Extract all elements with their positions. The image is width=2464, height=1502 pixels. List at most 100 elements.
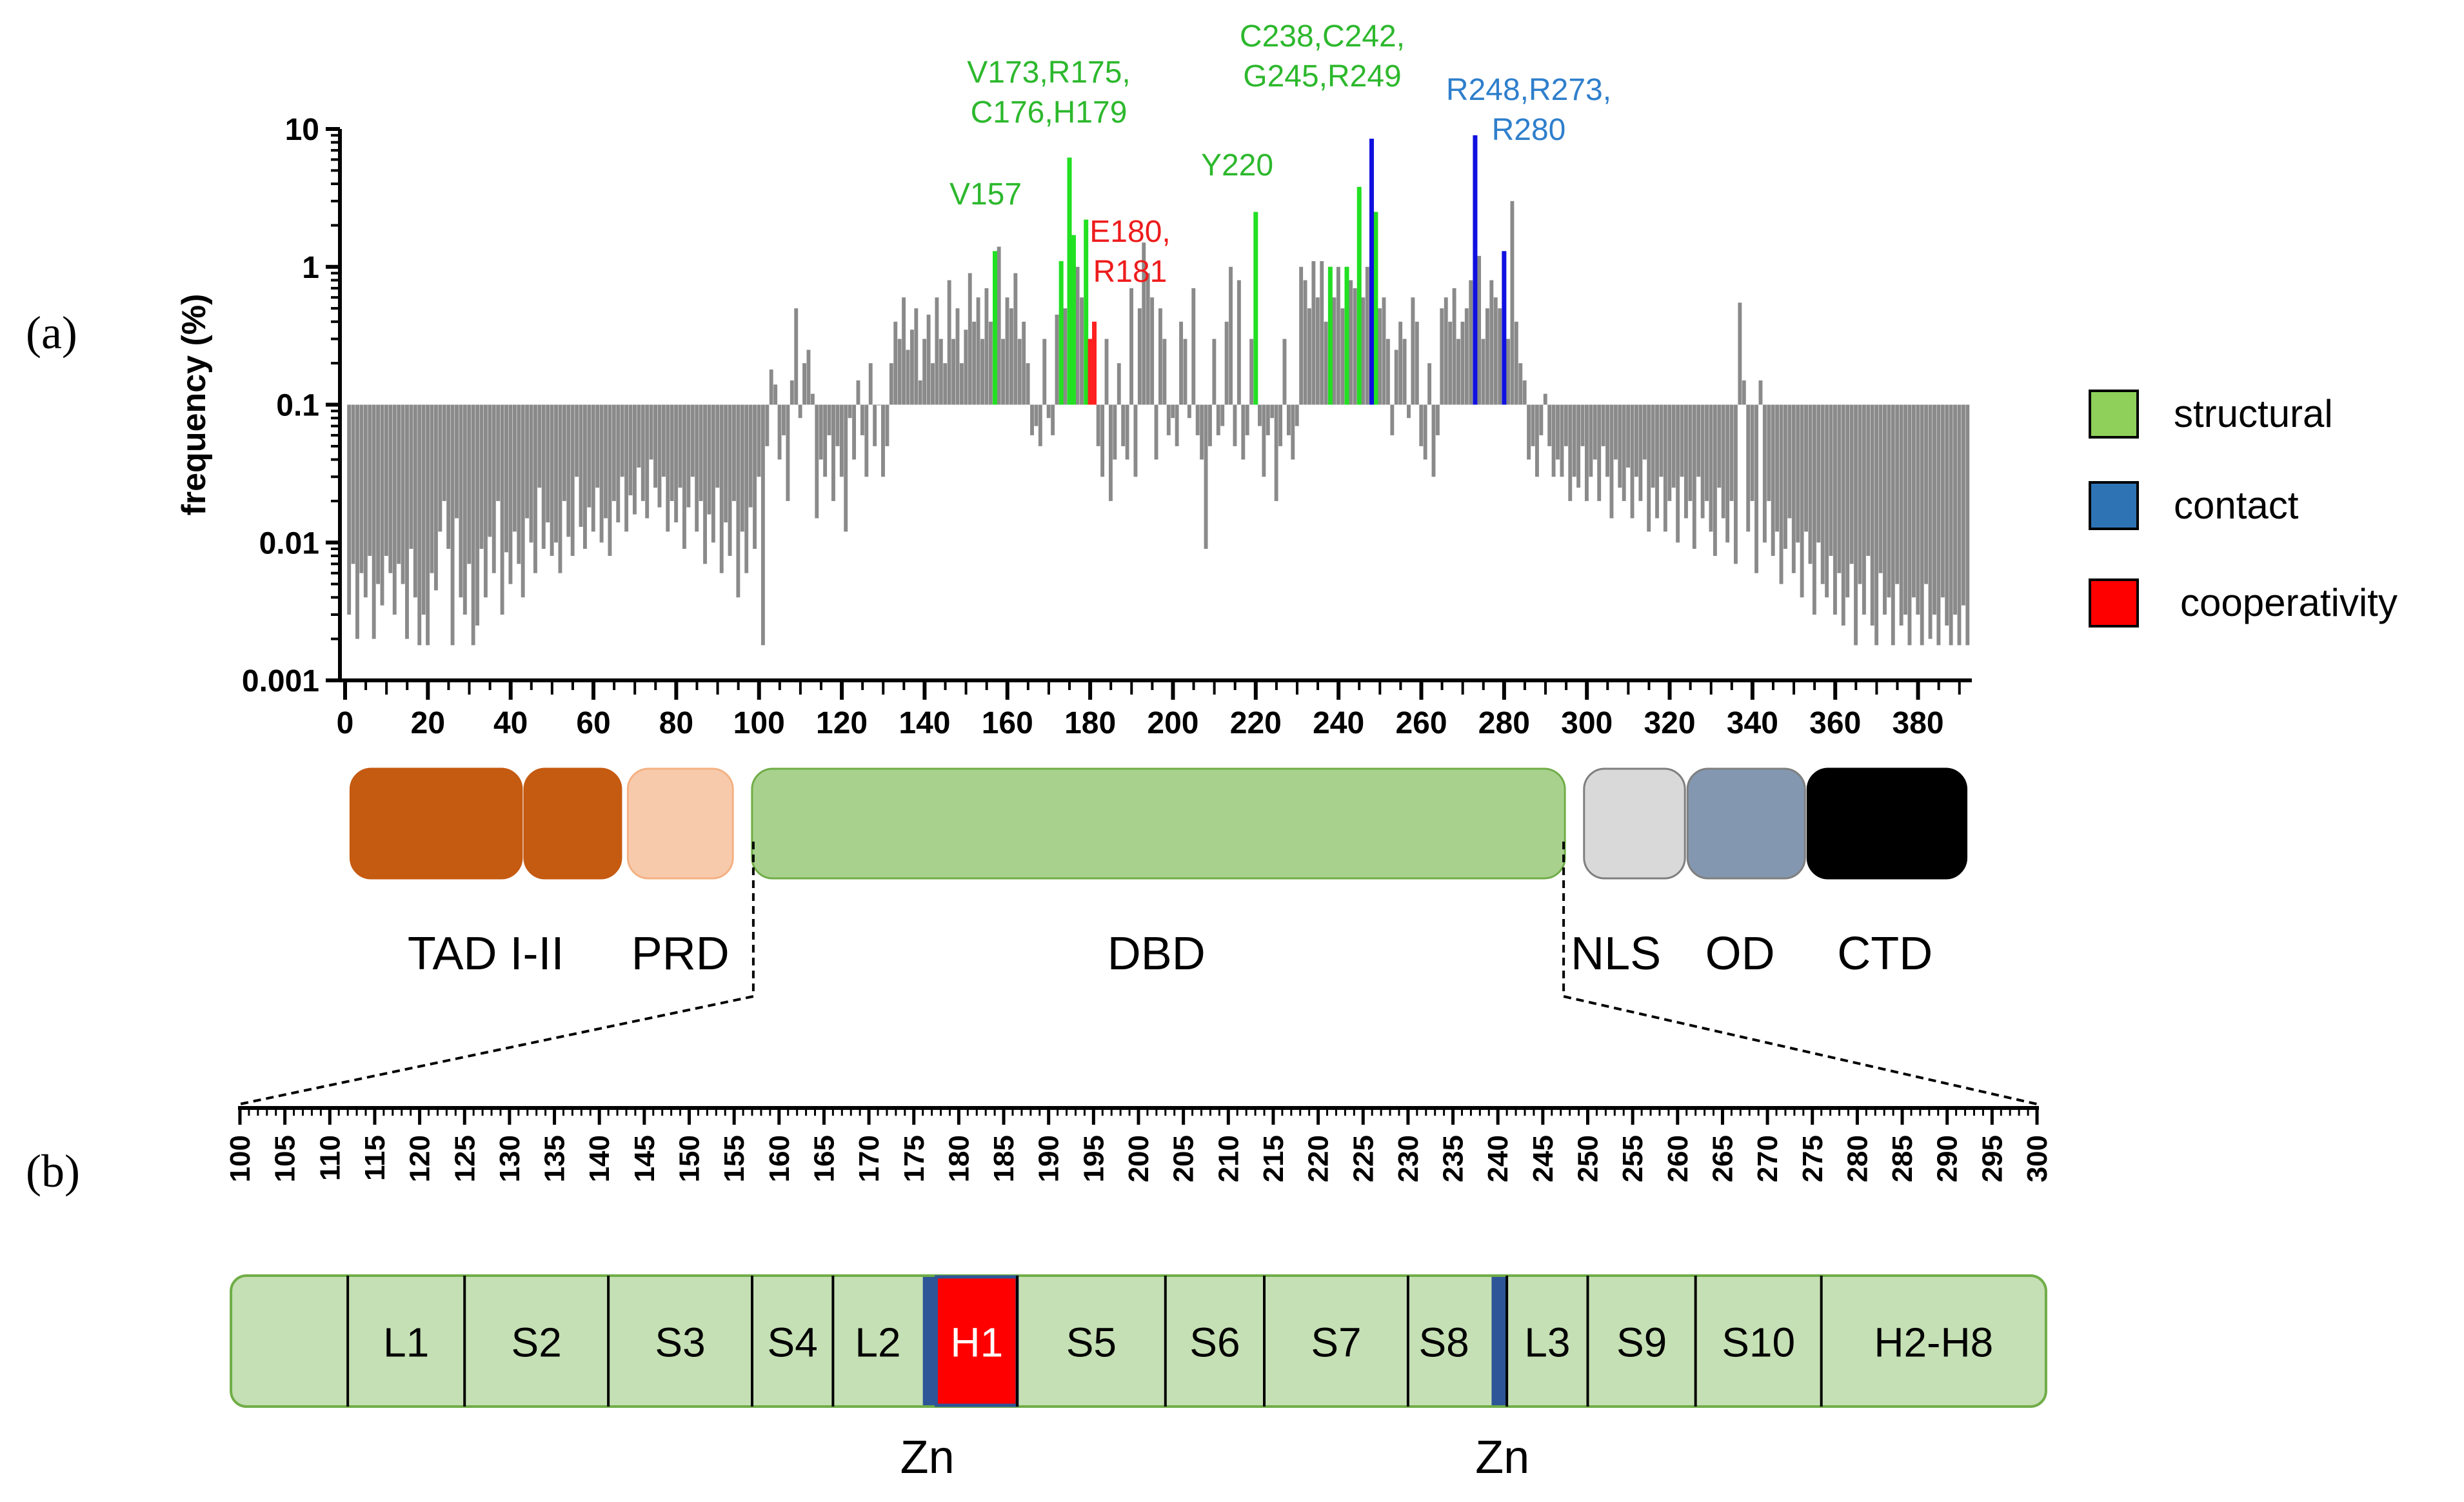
bar-47 xyxy=(537,404,542,488)
x-tick-label: 380 xyxy=(1893,706,1944,740)
bar-232 xyxy=(1303,280,1307,405)
bar-143 xyxy=(935,297,939,405)
bar-116 xyxy=(823,404,828,477)
bar-259 xyxy=(1415,321,1419,405)
bar-83 xyxy=(686,404,691,508)
bar-48 xyxy=(541,404,546,549)
bar-187 xyxy=(1117,363,1121,405)
bar-68 xyxy=(624,404,629,532)
bar-174 xyxy=(1063,308,1068,405)
bar-56 xyxy=(575,404,579,477)
dbd-axis-label: 115 xyxy=(359,1135,391,1181)
bar-46 xyxy=(533,404,537,573)
bar-183 xyxy=(1100,404,1105,477)
bar-140 xyxy=(922,339,927,405)
bar-71 xyxy=(637,404,641,468)
dbd-axis-label: 145 xyxy=(629,1135,661,1182)
bar-250 xyxy=(1378,308,1382,405)
highlight-bar-179 xyxy=(1084,219,1089,405)
bar-345 xyxy=(1771,404,1775,556)
bar-347 xyxy=(1779,404,1783,584)
bar-364 xyxy=(1849,404,1854,564)
bar-82 xyxy=(682,404,686,549)
bar-22 xyxy=(433,404,438,591)
bar-29 xyxy=(462,404,467,615)
bar-146 xyxy=(947,280,951,405)
legend-label-cooperativity: cooperativity xyxy=(2180,581,2398,624)
bar-13 xyxy=(397,404,401,564)
bar-209 xyxy=(1208,404,1212,446)
bar-45 xyxy=(529,404,533,543)
bar-99 xyxy=(753,404,757,549)
annotation-label: C238,C242, xyxy=(1240,19,1405,54)
bar-136 xyxy=(906,350,910,405)
highlight-bar-273 xyxy=(1473,135,1478,405)
bar-11 xyxy=(388,404,393,573)
bar-3 xyxy=(355,404,359,639)
bar-7 xyxy=(372,404,376,639)
segment-label-s9: S9 xyxy=(1616,1319,1667,1366)
x-tick-label: 300 xyxy=(1561,706,1613,740)
bar-210 xyxy=(1212,339,1217,405)
dbd-axis-label: 270 xyxy=(1752,1135,1783,1182)
bar-193 xyxy=(1142,242,1146,405)
bar-313 xyxy=(1638,404,1643,501)
bar-87 xyxy=(703,404,707,564)
panel-label-b: (b) xyxy=(26,1145,80,1197)
bar-204 xyxy=(1187,404,1191,419)
bar-123 xyxy=(852,404,857,460)
bar-335 xyxy=(1729,404,1734,501)
bar-247 xyxy=(1365,266,1369,405)
bar-101 xyxy=(760,404,765,646)
bar-367 xyxy=(1862,404,1866,615)
x-tick-label: 40 xyxy=(493,706,528,740)
bar-284 xyxy=(1518,363,1523,405)
dbd-axis-label: 205 xyxy=(1168,1135,1200,1182)
x-tick-label: 280 xyxy=(1478,706,1530,740)
domain-label-dbd: DBD xyxy=(1108,928,1206,980)
bar-105 xyxy=(777,404,782,460)
bar-12 xyxy=(392,404,397,615)
bar-63 xyxy=(604,404,608,519)
bar-167 xyxy=(1034,404,1038,426)
bar-77 xyxy=(661,404,666,477)
bar-59 xyxy=(587,404,591,508)
x-tick-label: 360 xyxy=(1809,706,1861,740)
bar-133 xyxy=(893,321,898,405)
highlight-bar-280 xyxy=(1502,251,1507,405)
dbd-axis-label: 175 xyxy=(899,1135,930,1182)
bar-344 xyxy=(1767,404,1771,501)
bar-386 xyxy=(1940,404,1945,598)
bar-160 xyxy=(1005,297,1009,405)
bar-214 xyxy=(1229,266,1233,405)
bar-355 xyxy=(1812,404,1816,615)
annotation-label: C176,H179 xyxy=(971,95,1128,130)
dbd-axis-label: 230 xyxy=(1393,1135,1424,1182)
bar-369 xyxy=(1870,404,1874,626)
bar-78 xyxy=(666,404,670,532)
bar-190 xyxy=(1129,288,1133,405)
bar-135 xyxy=(902,297,906,405)
bar-65 xyxy=(611,404,616,501)
domain-box-4 xyxy=(1583,767,1686,880)
bar-50 xyxy=(550,404,554,556)
dbd-axis-label: 180 xyxy=(943,1135,975,1182)
bar-73 xyxy=(645,404,650,519)
bar-84 xyxy=(690,404,695,477)
bar-54 xyxy=(566,404,571,537)
x-tick-label: 260 xyxy=(1395,706,1447,740)
bar-241 xyxy=(1340,308,1345,405)
bar-186 xyxy=(1113,404,1117,460)
bar-95 xyxy=(736,404,740,598)
bar-288 xyxy=(1535,404,1539,477)
bar-228 xyxy=(1286,404,1291,435)
bar-4 xyxy=(359,404,364,573)
bar-111 xyxy=(802,363,807,405)
bar-256 xyxy=(1402,339,1407,405)
bar-385 xyxy=(1936,404,1941,646)
bar-6 xyxy=(368,404,372,556)
bar-287 xyxy=(1531,404,1535,446)
x-tick-label: 340 xyxy=(1727,706,1778,740)
bar-70 xyxy=(633,404,637,515)
bar-49 xyxy=(546,404,550,523)
